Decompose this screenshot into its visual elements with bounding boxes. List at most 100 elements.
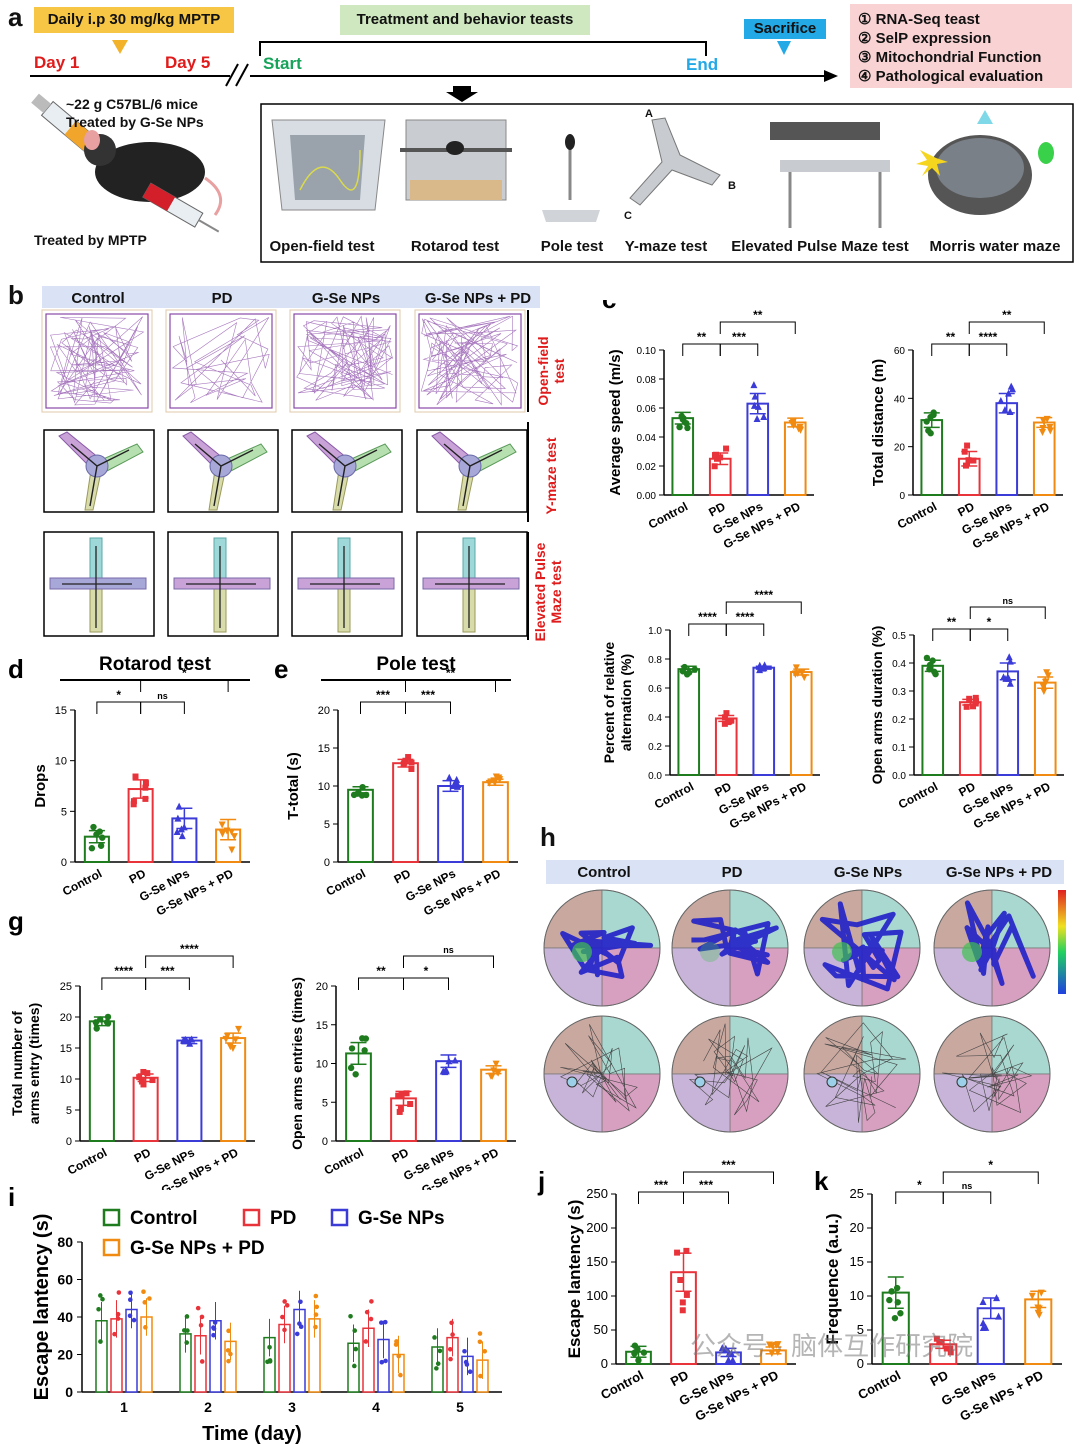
significance-bracket — [968, 343, 1008, 356]
y-tick-label: 15 — [55, 705, 67, 717]
significance-bracket — [96, 701, 142, 714]
bar-g-se-nps-pd — [220, 1037, 247, 1142]
mptp-treated-label: Treated by MPTP — [34, 232, 147, 248]
data-point — [674, 1249, 681, 1256]
data-point — [491, 779, 499, 787]
bar-g-se-nps-pd — [783, 421, 807, 496]
y-tick-label: 0 — [66, 1136, 72, 1148]
significance-bracket — [140, 701, 185, 714]
chart-open-arms-entries: 0 5 10 15 20 Open arms entries (times) Control… — [289, 945, 516, 1190]
significance-label: **** — [698, 610, 717, 624]
data-point — [760, 664, 768, 672]
data-point — [223, 1032, 231, 1040]
track-path — [49, 316, 145, 406]
significance-bracket — [145, 955, 234, 968]
y-axis-label: Escape lantency (s) — [31, 1214, 53, 1401]
chart-title: Pole test — [376, 654, 456, 675]
data-point — [232, 1036, 240, 1044]
data-point — [140, 1068, 147, 1075]
significance-bracket — [931, 343, 970, 356]
pool-quadrant — [861, 1073, 921, 1133]
y-tick-label: 0.8 — [648, 655, 662, 666]
data-point — [199, 1314, 205, 1320]
significance-label: ns — [962, 1181, 973, 1191]
chart-arms-entry: g 0 5 10 15 20 25 Total number ofarms entry (ti… — [8, 912, 255, 1190]
data-point — [352, 1363, 357, 1369]
data-point — [282, 1299, 287, 1304]
significance-bracket — [403, 977, 449, 990]
data-point — [198, 1322, 204, 1328]
data-point — [103, 1019, 111, 1026]
y-tick-label: 5 — [322, 1097, 328, 1109]
data-point — [364, 1309, 370, 1315]
data-point — [98, 1339, 103, 1344]
bar-pd — [392, 762, 419, 863]
significance-bracket — [719, 321, 796, 334]
data-point — [1044, 672, 1052, 680]
data-point — [284, 1303, 290, 1308]
pool-outline — [933, 1015, 1051, 1133]
bar-g-se-nps — [437, 785, 464, 863]
significance-bracket — [403, 955, 494, 968]
data-point — [186, 1039, 194, 1047]
data-point — [115, 1316, 121, 1321]
data-point — [1006, 408, 1014, 416]
y-axis-label-line: Total number of — [9, 1011, 25, 1116]
category-label: G-Se NPs + PD — [421, 866, 503, 918]
data-point — [211, 1332, 216, 1338]
category-label: PD — [928, 1367, 951, 1389]
bar-pd — [714, 717, 738, 776]
data-point — [1028, 1292, 1036, 1300]
y-tick-label: 0.06 — [637, 404, 657, 415]
data-point — [149, 1077, 156, 1084]
track-path — [171, 317, 270, 403]
data-point — [184, 1340, 190, 1345]
data-point — [477, 1339, 483, 1345]
data-point — [678, 412, 685, 420]
data-point — [437, 1348, 443, 1354]
yellow-arrow-icon — [112, 40, 128, 54]
epm-track — [435, 546, 505, 628]
significance-label: ** — [446, 666, 456, 680]
data-point — [313, 1312, 319, 1317]
data-point — [1005, 674, 1013, 682]
data-point — [768, 1350, 776, 1358]
data-point — [886, 1296, 893, 1304]
category-label: Control — [855, 1367, 903, 1402]
category-label: PD — [390, 1145, 412, 1165]
bar-control — [347, 788, 374, 863]
category-label: Control — [65, 1145, 109, 1177]
x-tick-label: 5 — [456, 1399, 464, 1415]
significance-label: **** — [180, 942, 199, 956]
data-point — [348, 1314, 353, 1319]
significance-label: * — [424, 964, 429, 978]
data-point — [676, 423, 683, 431]
y-tick-label: 0.3 — [892, 687, 906, 698]
x-tick-label: 2 — [204, 1399, 212, 1415]
bar-control — [677, 668, 701, 776]
epm-track — [62, 546, 132, 628]
open-field-track — [289, 309, 401, 413]
data-point — [225, 1348, 231, 1353]
data-point — [280, 1314, 285, 1320]
significance-bracket — [932, 628, 971, 641]
data-point — [478, 1373, 483, 1379]
chart-pole: Pole test e 0 5 10 15 20 T-total (s) Control PD G-… — [274, 654, 518, 919]
data-point — [973, 698, 980, 705]
significance-bracket — [682, 343, 721, 356]
data-point — [724, 1356, 732, 1364]
data-point — [677, 1276, 684, 1283]
y-axis-label: Average speed (m/s) — [607, 349, 624, 495]
data-point — [181, 1328, 187, 1333]
swim-track — [559, 1024, 638, 1112]
data-point — [180, 1036, 188, 1044]
panel-b-tracks — [41, 309, 529, 640]
data-point — [1035, 1311, 1043, 1319]
bar-g-se-nps-pd — [789, 671, 813, 776]
data-point — [753, 415, 761, 423]
data-point — [405, 754, 412, 761]
data-point — [383, 1358, 388, 1364]
data-point — [791, 670, 799, 678]
data-point — [450, 1332, 455, 1337]
data-point — [99, 834, 106, 841]
